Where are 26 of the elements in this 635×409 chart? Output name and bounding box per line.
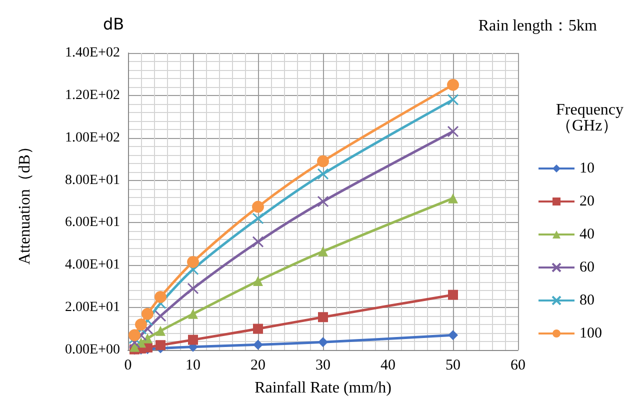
y-tick-label: 4.00E+01 <box>65 258 120 273</box>
legend-label: 80 <box>580 292 594 308</box>
x-tick-label: 60 <box>510 358 526 374</box>
legend-label: 40 <box>580 226 594 242</box>
y-tick-label: 6.00E+01 <box>65 215 120 230</box>
legend-label: 20 <box>580 194 594 210</box>
x-tick-label: 0 <box>124 358 132 374</box>
x-tick-label: 50 <box>446 358 460 374</box>
y-tick-label: 1.40E+02 <box>65 46 120 60</box>
y-tick-label: 8.00E+01 <box>65 172 120 188</box>
legend-title: Frequency （GHz） <box>556 102 624 134</box>
x-tick-label: 20 <box>250 358 266 374</box>
legend-label: 60 <box>580 260 594 276</box>
y-tick-label: 0.00E+00 <box>65 342 120 358</box>
legend-label: 100 <box>580 326 602 342</box>
x-tick-label: 30 <box>316 358 330 374</box>
y-tick-label: 1.20E+02 <box>65 88 120 103</box>
y-tick-label: 2.00E+01 <box>65 300 120 316</box>
x-tick-label: 10 <box>186 358 200 374</box>
x-axis-title: Rainfall Rate (mm/h) <box>254 380 392 396</box>
y-tick-label: 1.00E+02 <box>65 130 120 146</box>
x-tick-label: 40 <box>380 358 396 374</box>
y-axis-title: Attenuation（dB） <box>16 138 34 265</box>
text: Rain length：5km <box>478 18 598 34</box>
legend-label: 10 <box>580 160 594 176</box>
text: dB <box>103 14 124 34</box>
